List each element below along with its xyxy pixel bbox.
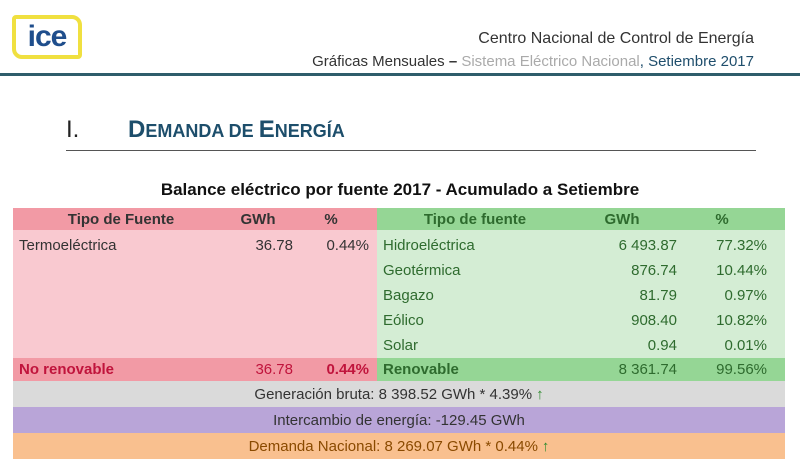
table-row: Solar 0.94 0.01%: [377, 333, 785, 358]
t3: E: [258, 116, 275, 143]
national-demand-row: Demanda Nacional: 8 269.07 GWh * 0.44% ↑: [13, 433, 785, 459]
energy-exchange-text: Intercambio de energía: -129.45 GWh: [273, 411, 525, 429]
national-demand-text: Demanda Nacional: 8 269.07 GWh * 0.44%: [248, 437, 538, 455]
table-row: Termoeléctrica 36.78 0.44%: [13, 233, 377, 258]
t1: D: [128, 116, 146, 143]
header-cell: %: [715, 210, 729, 228]
ice-logo: ice: [12, 15, 82, 59]
cell: Solar: [383, 337, 419, 354]
cell: 0.44%: [326, 361, 369, 378]
cell: 0.97%: [724, 287, 767, 304]
cell: Eólico: [383, 312, 424, 329]
table-header: Tipo de Fuente GWh %: [13, 208, 377, 230]
table-row: Bagazo 81.79 0.97%: [377, 283, 785, 308]
subtitle-sep: –: [444, 53, 462, 70]
subtitle-b: Sistema Eléctrico Nacional: [461, 53, 640, 70]
cell: 99.56%: [716, 361, 767, 378]
cell: 10.82%: [716, 312, 767, 329]
header-cell: %: [324, 210, 338, 228]
header-org: Centro Nacional de Control de Energía: [478, 30, 754, 47]
subtitle-a: Gráficas Mensuales: [312, 53, 445, 70]
renewable-panel: Tipo de fuente GWh % Hidroeléctrica 6 493…: [377, 208, 785, 381]
header-divider: [0, 73, 800, 76]
cell: Bagazo: [383, 287, 434, 304]
cell: Renovable: [383, 361, 459, 378]
non-renewable-panel: Tipo de Fuente GWh % Termoeléctrica 36.7…: [13, 208, 377, 381]
cell: 0.44%: [326, 237, 369, 254]
table-row: Geotérmica 876.74 10.44%: [377, 258, 785, 283]
table-row: Hidroeléctrica 6 493.87 77.32%: [377, 233, 785, 258]
gross-generation-row: Generación bruta: 8 398.52 GWh * 4.39% ↑: [13, 381, 785, 407]
cell: Geotérmica: [383, 262, 461, 279]
table-row: Eólico 908.40 10.82%: [377, 308, 785, 333]
t4: NERGÍA: [274, 121, 345, 141]
header-cell: GWh: [240, 210, 276, 228]
cell: 908.40: [631, 312, 677, 329]
cell: 6 493.87: [618, 237, 677, 254]
subtotal-row: Renovable 8 361.74 99.56%: [377, 358, 785, 381]
energy-exchange-row: Intercambio de energía: -129.45 GWh: [13, 407, 785, 433]
cell: 0.01%: [724, 337, 767, 354]
section-divider: [66, 150, 756, 151]
t2: EMANDA DE: [145, 121, 259, 141]
section-title: DEMANDA DE ENERGÍA: [128, 116, 345, 144]
cell: 36.78: [255, 361, 293, 378]
header-cell: Tipo de fuente: [423, 210, 527, 228]
balance-table: Tipo de Fuente GWh % Termoeléctrica 36.7…: [13, 208, 785, 459]
cell: 8 361.74: [618, 361, 677, 378]
cell: Termoeléctrica: [19, 237, 117, 254]
header-cell: GWh: [604, 210, 640, 228]
cell: Hidroeléctrica: [383, 237, 475, 254]
header-subtitle: Gráficas Mensuales – Sistema Eléctrico N…: [312, 53, 754, 70]
header-cell: Tipo de Fuente: [67, 210, 175, 228]
cell: 36.78: [255, 237, 293, 254]
table-title: Balance eléctrico por fuente 2017 - Acum…: [160, 180, 640, 199]
cell: No renovable: [19, 361, 115, 378]
arrow-up-icon: ↑: [541, 437, 550, 455]
cell: 876.74: [631, 262, 677, 279]
cell: 81.79: [639, 287, 677, 304]
gross-generation-text: Generación bruta: 8 398.52 GWh * 4.39%: [254, 385, 533, 403]
empty-space: [13, 258, 377, 358]
cell: 0.94: [647, 337, 677, 354]
cell: 77.32%: [716, 237, 767, 254]
subtitle-c: , Setiembre 2017: [639, 53, 754, 70]
cell: 10.44%: [716, 262, 767, 279]
arrow-up-icon: ↑: [536, 385, 544, 403]
subtotal-row: No renovable 36.78 0.44%: [13, 358, 377, 381]
table-header: Tipo de fuente GWh %: [377, 208, 785, 230]
section-number: I.: [66, 116, 80, 143]
